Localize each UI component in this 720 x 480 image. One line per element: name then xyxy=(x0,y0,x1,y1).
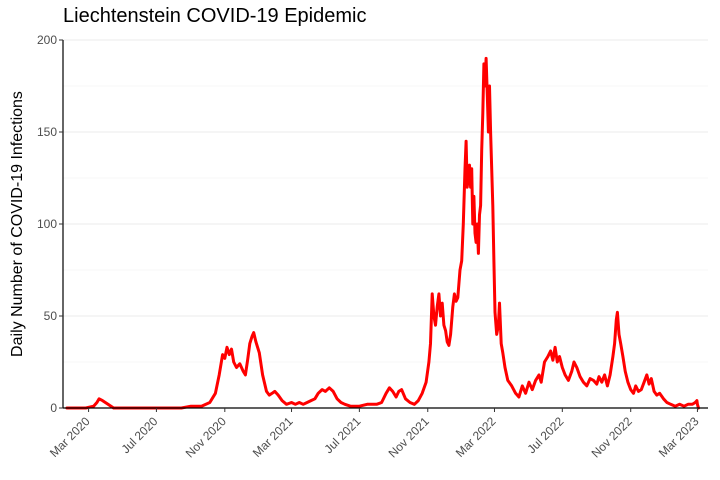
series-line-0 xyxy=(65,56,700,410)
chart-title: Liechtenstein COVID-19 Epidemic xyxy=(63,5,367,27)
y-tick-label: 0 xyxy=(50,401,57,415)
y-tick-label: 150 xyxy=(37,125,57,139)
x-tick-label: Mar 2023 xyxy=(656,414,702,460)
x-tick-label: Mar 2022 xyxy=(453,414,499,460)
x-tick-label: Mar 2021 xyxy=(250,414,296,460)
x-tick-label: Jul 2020 xyxy=(119,414,161,456)
axis-ticks: 0 50 100 150 200 Mar 2020 Jul 2020 Nov 2020 Mar … xyxy=(37,33,702,460)
y-tick-label: 100 xyxy=(37,217,57,231)
grid-lines xyxy=(63,39,708,409)
x-tick-label: Nov 2020 xyxy=(183,414,229,460)
x-tick-label: Nov 2022 xyxy=(589,414,635,460)
y-tick-label: 50 xyxy=(44,309,58,323)
y-tick-label: 200 xyxy=(37,33,57,47)
x-tick-label: Mar 2020 xyxy=(47,414,93,460)
y-axis-title: Daily Number of COVID-19 Infections xyxy=(9,91,26,357)
x-tick-label: Jul 2022 xyxy=(524,414,566,456)
series-layer xyxy=(65,56,700,410)
x-tick-label: Nov 2021 xyxy=(386,414,432,460)
x-tick-label: Jul 2021 xyxy=(322,414,364,456)
